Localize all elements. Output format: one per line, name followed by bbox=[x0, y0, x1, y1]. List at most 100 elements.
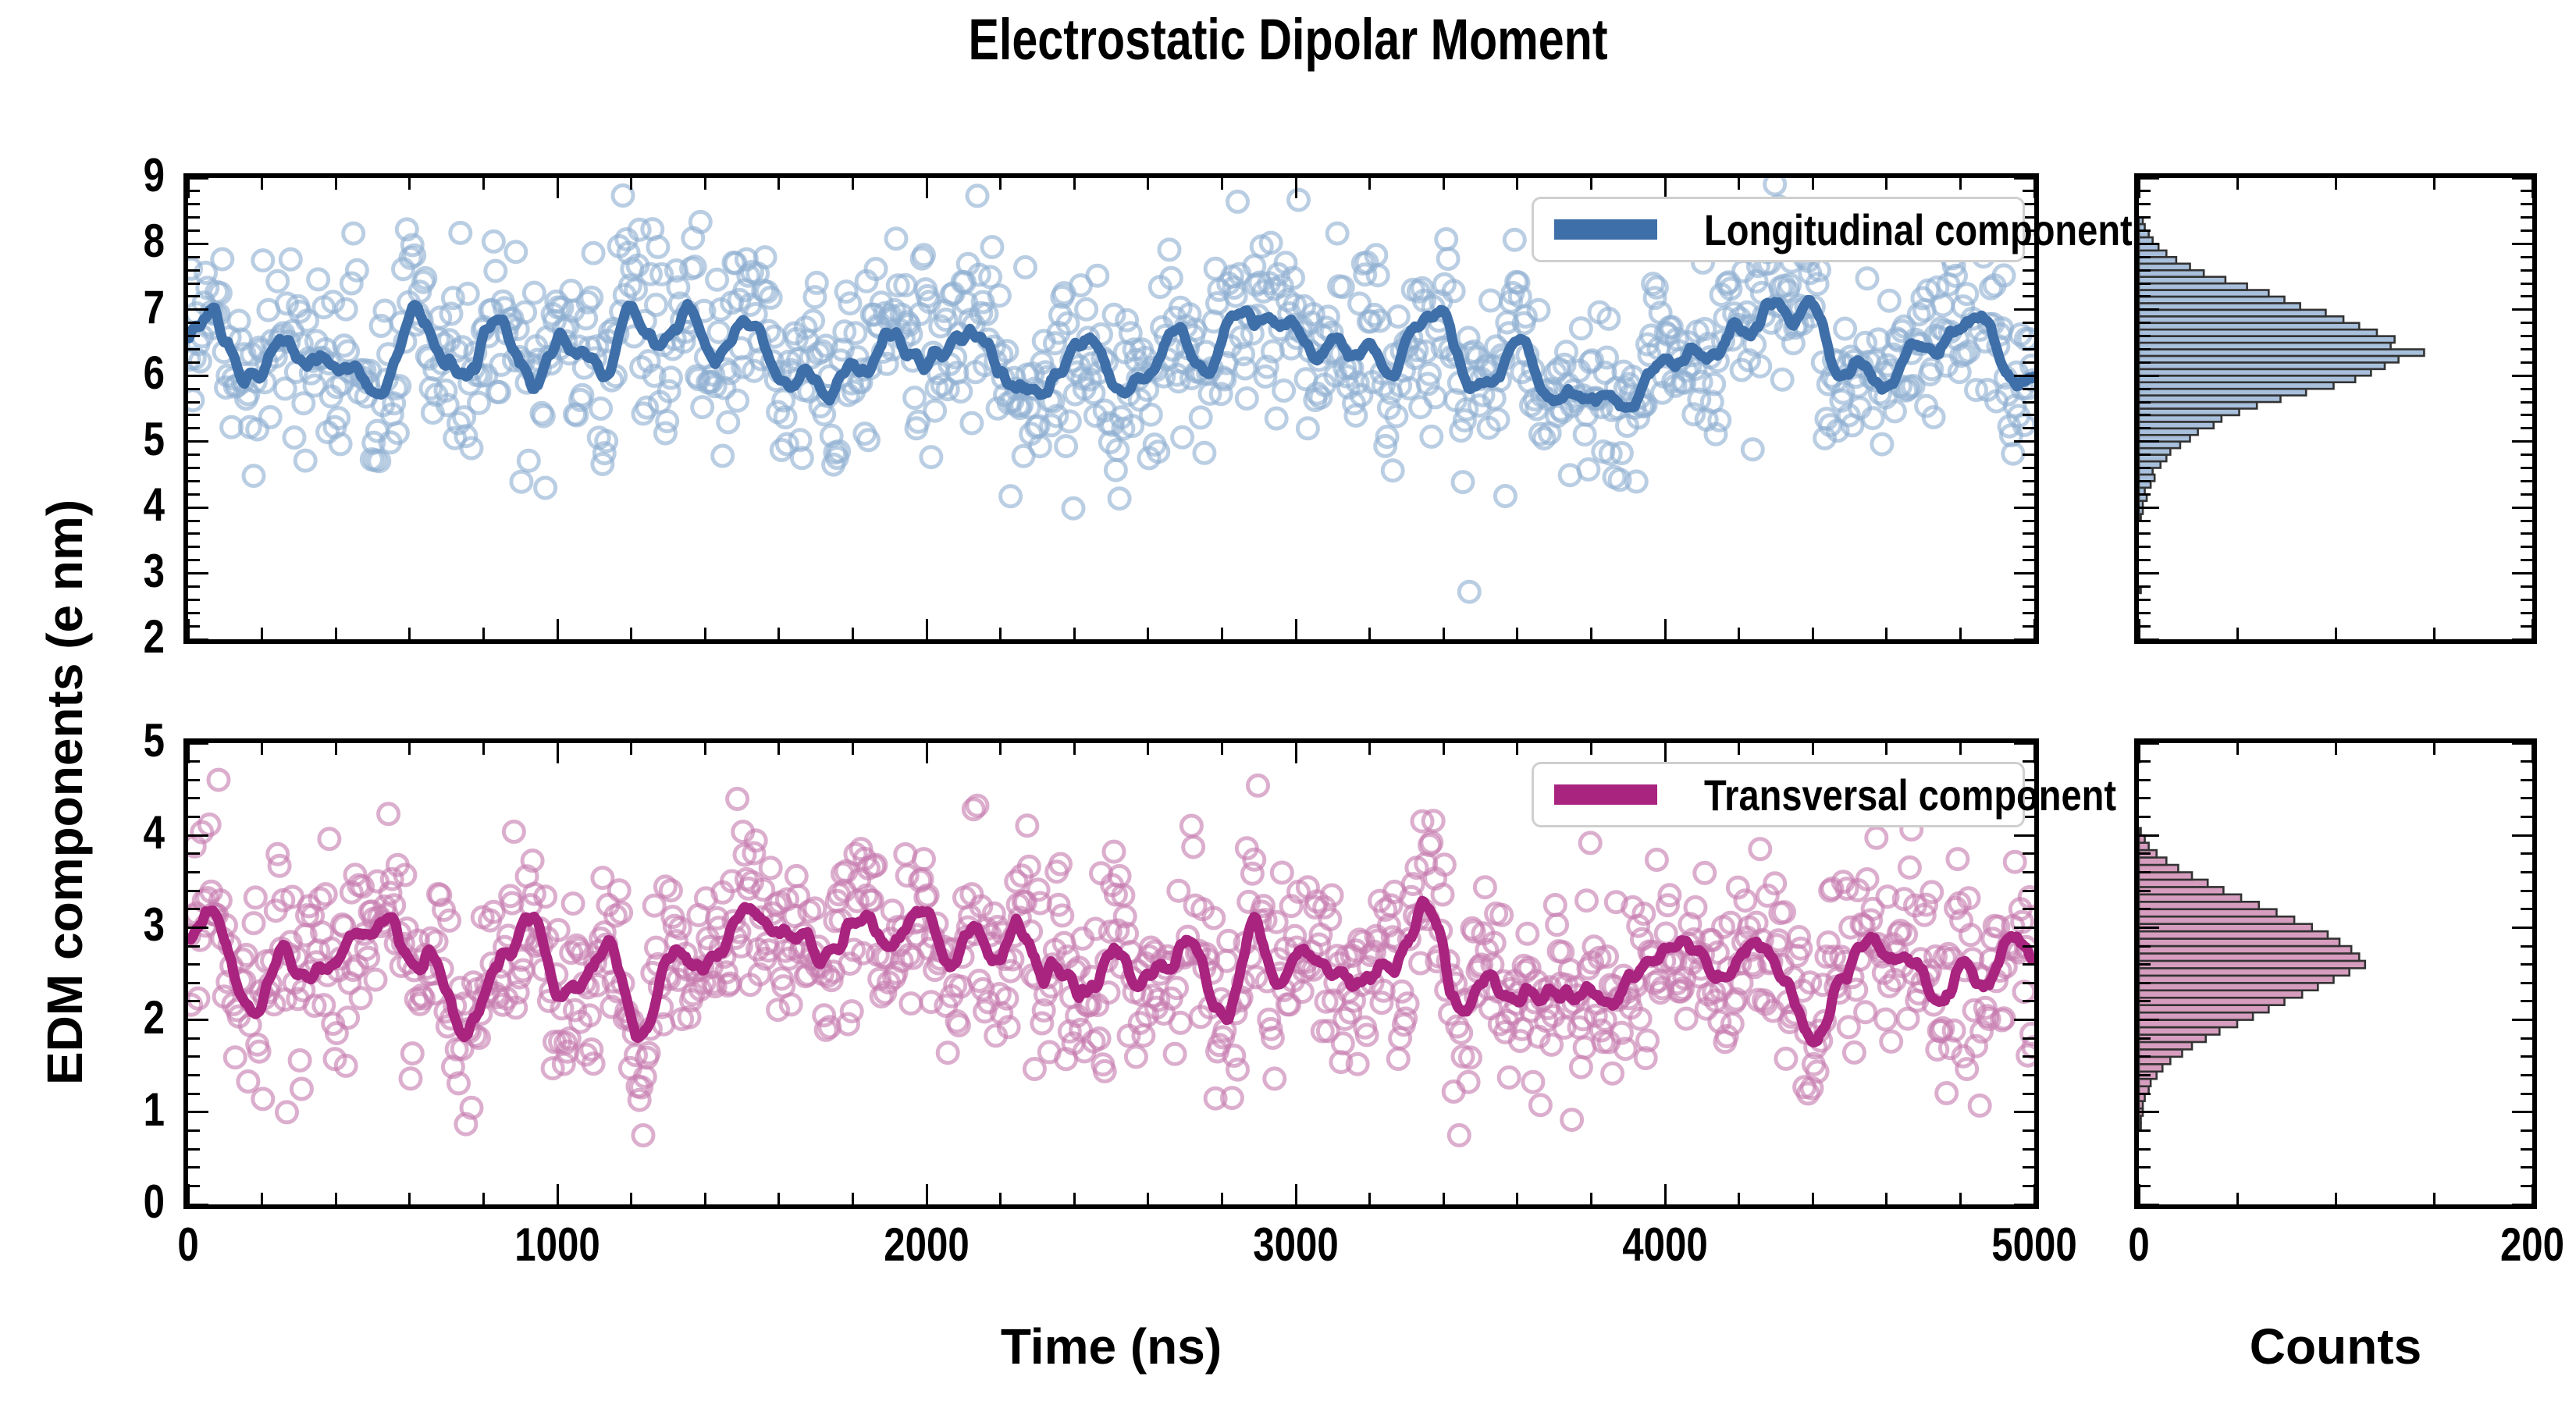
x-minor-tick bbox=[408, 1193, 411, 1204]
y-minor-tick-right bbox=[2023, 1000, 2034, 1003]
y-minor-tick bbox=[188, 870, 200, 873]
y-minor-tick bbox=[188, 229, 200, 233]
x-minor-tick-top bbox=[1516, 178, 1519, 190]
y-minor-tick-right bbox=[2023, 760, 2034, 763]
y-major-tick bbox=[188, 834, 208, 837]
y-minor-tick-right bbox=[2521, 981, 2532, 984]
y-minor-tick-right bbox=[2023, 889, 2034, 892]
x-major-tick bbox=[2137, 619, 2140, 639]
y-minor-tick-right bbox=[2023, 611, 2034, 614]
y-major-tick-right bbox=[2014, 1111, 2034, 1114]
y-minor-tick-right bbox=[2023, 852, 2034, 855]
x-major-tick bbox=[925, 619, 928, 639]
y-major-tick-right bbox=[2512, 176, 2532, 180]
y-minor-tick-right bbox=[2521, 427, 2532, 430]
x-minor-tick bbox=[1147, 628, 1150, 639]
y-minor-tick bbox=[188, 624, 200, 628]
y-minor-tick-right bbox=[2521, 400, 2532, 404]
y-major-tick-right bbox=[2512, 506, 2532, 509]
y-major-tick bbox=[2139, 1203, 2159, 1206]
y-minor-tick-right bbox=[2023, 1147, 2034, 1151]
y-minor-tick-right bbox=[2521, 322, 2532, 325]
y-minor-tick-right bbox=[2023, 797, 2034, 800]
y-minor-tick-right bbox=[2023, 466, 2034, 469]
y-major-tick-right bbox=[2512, 742, 2532, 745]
x-minor-tick bbox=[2334, 1193, 2337, 1204]
y-minor-tick-right bbox=[2023, 229, 2034, 233]
legend-color-swatch-transversal bbox=[1554, 784, 1657, 805]
y-minor-tick bbox=[188, 203, 200, 206]
bottom-legend[interactable]: Transversal component bbox=[1532, 762, 2116, 827]
y-minor-tick bbox=[2139, 816, 2151, 819]
y-major-tick bbox=[2139, 572, 2159, 575]
y-minor-tick-right bbox=[2023, 493, 2034, 496]
y-minor-tick-right bbox=[2521, 348, 2532, 350]
y-minor-tick-right bbox=[2023, 427, 2034, 430]
y-minor-tick-right bbox=[2023, 1166, 2034, 1169]
top-plot-clip bbox=[188, 178, 2034, 639]
y-minor-tick-right bbox=[2521, 414, 2532, 417]
y-minor-tick-right bbox=[2023, 908, 2034, 911]
x-minor-tick-top bbox=[1442, 743, 1445, 755]
y-minor-tick-right bbox=[2023, 532, 2034, 535]
y-minor-tick bbox=[2139, 493, 2151, 496]
y-major-tick bbox=[2139, 926, 2159, 929]
x-minor-tick bbox=[1589, 628, 1592, 639]
y-minor-tick bbox=[188, 387, 200, 390]
top-histogram-canvas bbox=[2139, 216, 2425, 595]
y-minor-tick-right bbox=[2023, 519, 2034, 522]
y-major-tick bbox=[188, 374, 208, 377]
x-minor-tick bbox=[630, 1193, 633, 1204]
y-minor-tick bbox=[2139, 852, 2151, 855]
x-major-tick bbox=[1663, 1184, 1667, 1204]
x-minor-tick bbox=[2432, 628, 2435, 639]
y-minor-tick-right bbox=[2521, 1037, 2532, 1040]
x-minor-tick-top bbox=[1811, 178, 1814, 190]
x-axis-label-time: Time (ns) bbox=[1000, 1318, 1222, 1375]
y-minor-tick-right bbox=[2521, 203, 2532, 206]
y-tick-label: 1 bbox=[143, 1083, 165, 1136]
y-major-tick-right bbox=[2512, 374, 2532, 377]
x-minor-tick bbox=[777, 1193, 781, 1204]
y-minor-tick-right bbox=[2023, 295, 2034, 298]
bottom-scatter-canvas bbox=[188, 767, 2034, 1147]
y-tick-label: 6 bbox=[143, 347, 165, 400]
x-minor-tick bbox=[1959, 1193, 1962, 1204]
legend-label-longitudinal: Longitudinal component bbox=[1704, 205, 2133, 254]
x-minor-tick-top bbox=[1442, 178, 1445, 190]
y-minor-tick bbox=[188, 598, 200, 601]
y-minor-tick-right bbox=[2521, 889, 2532, 892]
y-major-tick-right bbox=[2014, 506, 2034, 509]
y-minor-tick bbox=[2139, 559, 2151, 562]
y-major-tick bbox=[188, 1019, 208, 1022]
y-minor-tick bbox=[2139, 1147, 2151, 1151]
y-minor-tick-right bbox=[2521, 816, 2532, 819]
y-tick-label: 8 bbox=[143, 215, 165, 268]
top-legend[interactable]: Longitudinal component bbox=[1532, 197, 2133, 262]
x-minor-tick bbox=[1516, 1193, 1519, 1204]
y-minor-tick-right bbox=[2521, 778, 2532, 781]
y-major-tick bbox=[2139, 374, 2159, 377]
y-major-tick bbox=[188, 308, 208, 311]
x-major-tick bbox=[2531, 619, 2534, 639]
x-minor-tick-top bbox=[1368, 743, 1372, 755]
x-minor-tick-top bbox=[2334, 178, 2337, 190]
x-minor-tick bbox=[1885, 1193, 1888, 1204]
y-minor-tick-right bbox=[2521, 1166, 2532, 1169]
x-minor-tick bbox=[1738, 628, 1741, 639]
y-minor-tick-right bbox=[2023, 400, 2034, 404]
x-minor-tick bbox=[1368, 628, 1372, 639]
y-minor-tick-right bbox=[2521, 479, 2532, 482]
x-minor-tick-top bbox=[2236, 178, 2239, 190]
y-tick-label: 2 bbox=[143, 610, 165, 663]
y-minor-tick bbox=[2139, 229, 2151, 233]
x-minor-tick bbox=[1959, 628, 1962, 639]
y-minor-tick-right bbox=[2023, 479, 2034, 482]
y-minor-tick-right bbox=[2521, 1055, 2532, 1058]
x-minor-tick-top bbox=[408, 178, 411, 190]
y-minor-tick bbox=[2139, 282, 2151, 285]
x-major-tick bbox=[1663, 619, 1667, 639]
y-minor-tick bbox=[188, 1166, 200, 1169]
y-major-tick-right bbox=[2014, 834, 2034, 837]
y-minor-tick bbox=[188, 1000, 200, 1003]
